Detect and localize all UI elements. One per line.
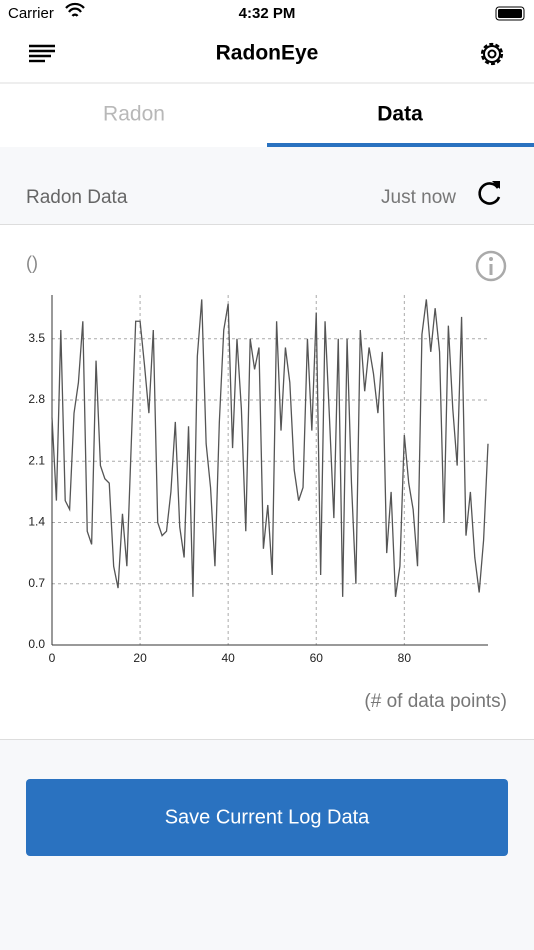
tab-data[interactable]: Data	[377, 103, 423, 126]
settings-button[interactable]	[480, 42, 504, 66]
tab-radon[interactable]: Radon	[103, 103, 165, 126]
save-button-label: Save Current Log Data	[165, 806, 370, 828]
carrier: Carrier	[8, 5, 54, 22]
battery-level	[498, 9, 522, 18]
battery-icon	[495, 6, 525, 21]
data-line	[51, 299, 489, 597]
nav-title: RadonEye	[216, 42, 319, 65]
menu-button[interactable]	[29, 44, 55, 63]
section-title: Radon Data	[26, 187, 128, 208]
info-button[interactable]	[475, 250, 507, 282]
x-tick-label: 60	[310, 651, 324, 665]
save-button[interactable]	[26, 779, 508, 856]
y-tick-label: 2.1	[28, 453, 45, 467]
chart-card	[0, 225, 534, 740]
y-tick-label: 1.4	[28, 515, 45, 529]
x-axis-label: (# of data points)	[364, 691, 507, 712]
header-bg	[0, 0, 534, 147]
x-tick-label: 0	[49, 651, 56, 665]
y-tick-label: 3.5	[28, 331, 45, 345]
clock: 4:32 PM	[239, 5, 296, 22]
y-tick-label: 0.7	[28, 576, 45, 590]
y-axis-label: ()	[26, 253, 38, 273]
y-tick-label: 2.8	[28, 392, 45, 406]
x-tick-label: 80	[398, 651, 412, 665]
y-tick-label: 0.0	[28, 637, 45, 651]
x-tick-label: 20	[133, 651, 147, 665]
wifi-icon	[65, 2, 85, 17]
x-tick-label: 40	[221, 651, 235, 665]
updated-label: Just now	[381, 187, 456, 208]
refresh-button[interactable]	[478, 181, 501, 205]
tab-indicator	[267, 143, 534, 147]
